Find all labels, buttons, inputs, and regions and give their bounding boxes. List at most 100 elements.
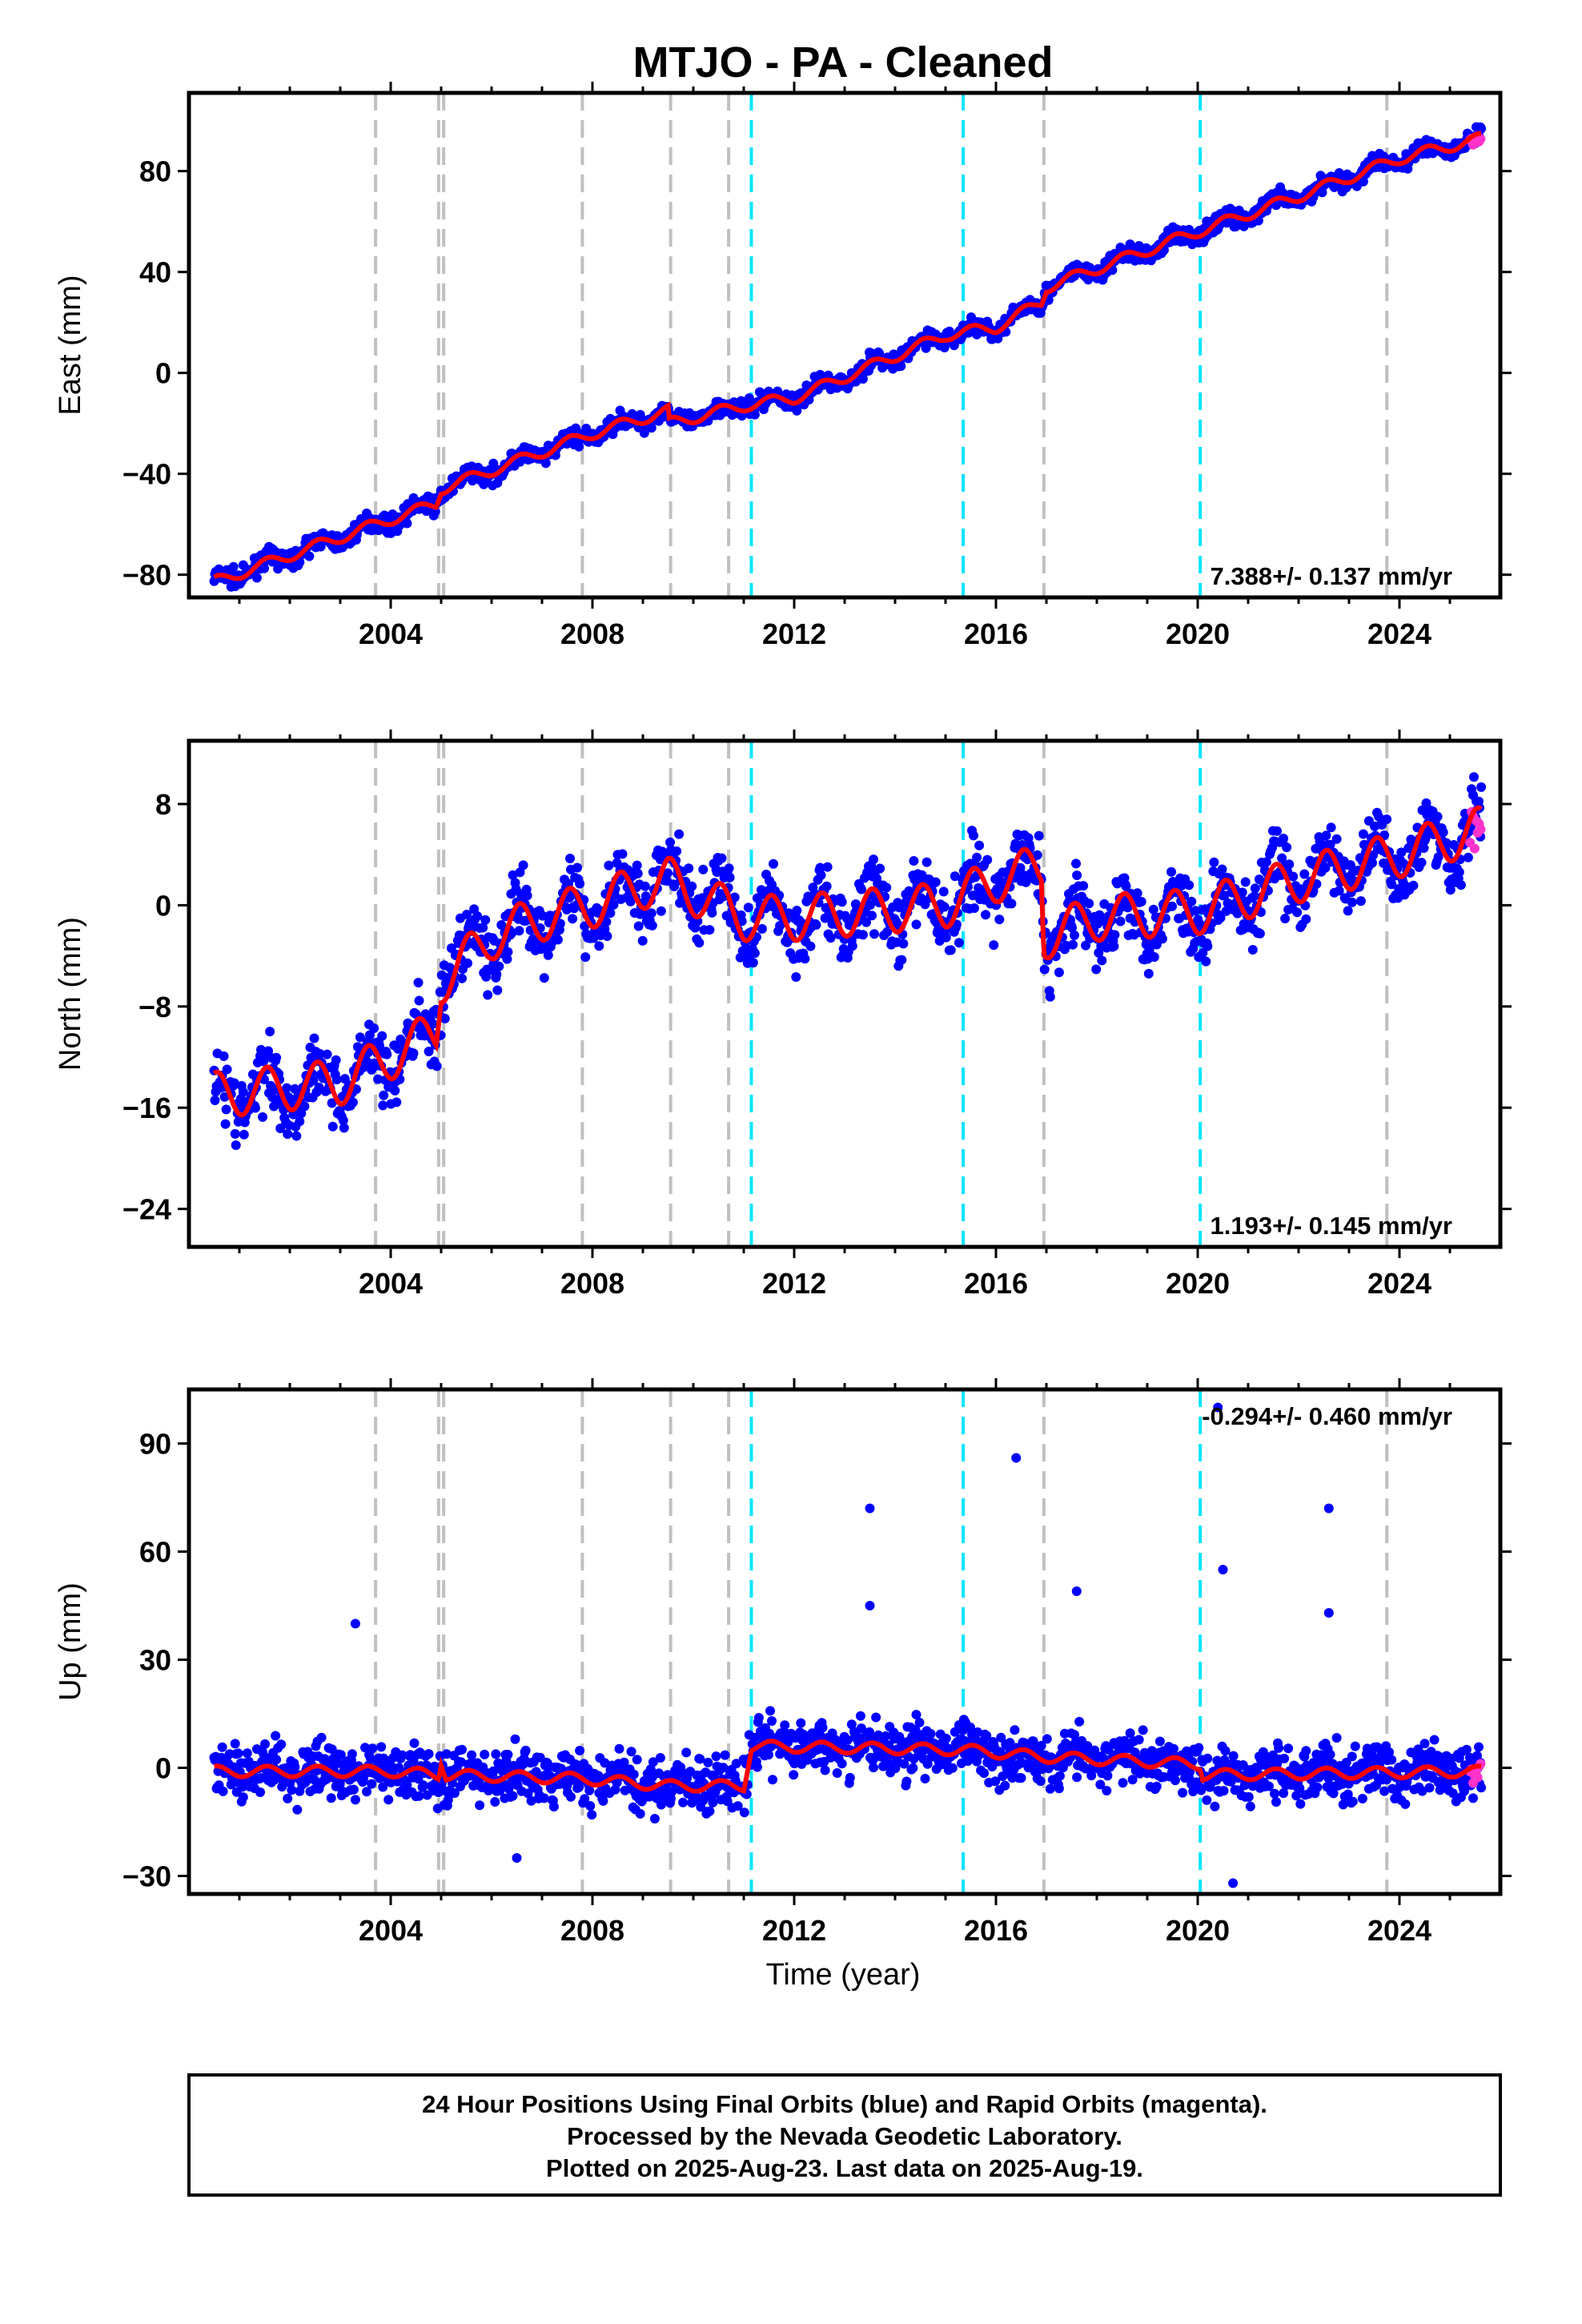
final-orbit-point xyxy=(973,1727,983,1737)
final-orbit-point xyxy=(242,1748,252,1759)
final-orbit-point xyxy=(376,1742,387,1752)
final-orbit-point xyxy=(308,1076,319,1086)
final-orbit-point xyxy=(462,910,472,919)
final-orbit-point xyxy=(769,858,778,869)
final-orbit-point xyxy=(228,561,239,572)
panel-north: 2004 2008 2012 2016 2020 2024−24−16−808North … xyxy=(54,730,1512,1300)
x-tick-label: 2012 xyxy=(762,1267,826,1300)
final-orbit-point xyxy=(1210,1801,1220,1811)
final-orbit-point xyxy=(1419,843,1429,853)
final-orbit-point xyxy=(210,1096,220,1105)
final-orbit-points xyxy=(209,772,1487,1150)
final-orbit-point xyxy=(958,1725,968,1735)
final-orbit-point xyxy=(492,985,503,995)
final-orbit-point xyxy=(379,1090,389,1100)
final-orbit-point xyxy=(475,1800,485,1811)
outlier-point xyxy=(865,1601,875,1610)
final-orbit-point xyxy=(628,1769,639,1779)
final-orbit-point xyxy=(515,867,525,878)
final-orbit-point xyxy=(260,1739,270,1749)
final-orbit-point xyxy=(1240,877,1251,887)
final-orbit-point xyxy=(1010,1725,1020,1735)
final-orbit-point xyxy=(614,1743,624,1754)
y-tick-label: 80 xyxy=(139,155,171,188)
final-orbit-point xyxy=(1429,1735,1439,1745)
final-orbit-point xyxy=(911,1710,921,1720)
final-orbit-point xyxy=(1127,1775,1138,1785)
final-orbit-point xyxy=(678,1797,689,1807)
final-orbit-point xyxy=(749,948,760,959)
final-orbit-point xyxy=(837,897,847,907)
final-orbit-point xyxy=(1358,176,1368,187)
final-orbit-point xyxy=(871,1712,881,1723)
final-orbit-point xyxy=(1311,843,1321,854)
outlier-point xyxy=(1323,1503,1334,1514)
final-orbit-point xyxy=(1476,1783,1487,1793)
final-orbit-point xyxy=(1102,1771,1113,1781)
final-orbit-point xyxy=(258,1112,267,1122)
final-orbit-point xyxy=(842,1735,853,1745)
outlier-point xyxy=(1228,1878,1239,1888)
final-orbit-point xyxy=(390,1085,400,1096)
final-orbit-point xyxy=(1469,772,1479,782)
final-orbit-point xyxy=(646,908,656,919)
final-orbit-point xyxy=(543,950,553,960)
final-orbit-point xyxy=(1006,899,1017,909)
final-orbit-point xyxy=(604,860,614,870)
final-orbit-point xyxy=(1456,880,1466,891)
final-orbit-point xyxy=(523,1788,533,1799)
final-orbit-point xyxy=(861,917,871,927)
final-orbit-point xyxy=(1035,1776,1046,1787)
final-orbit-point xyxy=(1167,901,1177,911)
final-orbit-point xyxy=(1433,852,1443,862)
final-orbit-point xyxy=(335,1750,346,1760)
final-orbit-point xyxy=(857,374,868,384)
final-orbit-point xyxy=(539,973,549,983)
final-orbit-point xyxy=(1461,1744,1472,1755)
final-orbit-point xyxy=(1086,1771,1097,1781)
x-tick-label: 2008 xyxy=(560,617,624,650)
final-orbit-point xyxy=(920,1774,930,1783)
final-orbit-point xyxy=(1396,847,1407,858)
final-orbit-point xyxy=(414,1791,424,1801)
final-orbit-point xyxy=(896,361,906,372)
final-orbit-point xyxy=(1045,991,1055,1002)
final-orbit-point xyxy=(1350,1741,1360,1751)
final-orbit-point xyxy=(617,849,628,859)
final-orbit-point xyxy=(1417,1786,1427,1796)
final-orbit-point xyxy=(1338,1799,1348,1810)
final-orbit-point xyxy=(565,854,575,863)
final-orbit-point xyxy=(413,978,424,987)
y-tick-label: −8 xyxy=(139,991,171,1023)
final-orbit-point xyxy=(753,1713,764,1723)
final-orbit-point xyxy=(698,864,709,875)
velocity-label: 1.193+/- 0.145 mm/yr xyxy=(1211,1212,1452,1240)
final-orbit-point xyxy=(574,441,584,452)
final-orbit-point xyxy=(1280,914,1291,923)
final-orbit-point xyxy=(1279,834,1289,843)
final-orbit-point xyxy=(1387,1783,1398,1794)
final-orbit-point xyxy=(817,1723,828,1733)
final-orbit-point xyxy=(649,1814,660,1823)
final-orbit-point xyxy=(1000,1780,1010,1791)
final-orbit-point xyxy=(909,856,919,866)
final-orbit-point xyxy=(1476,123,1487,134)
final-orbit-point xyxy=(1432,811,1443,822)
final-orbit-point xyxy=(1125,1728,1135,1739)
final-orbit-point xyxy=(1071,858,1081,869)
final-orbit-point xyxy=(526,1795,536,1806)
final-orbit-point xyxy=(1279,1753,1290,1763)
final-orbit-point xyxy=(1148,904,1158,915)
final-orbit-point xyxy=(378,1782,388,1792)
final-orbit-point xyxy=(1441,838,1452,848)
final-orbit-point xyxy=(908,1763,918,1773)
final-orbit-point xyxy=(974,840,985,850)
final-orbit-point xyxy=(239,1129,249,1140)
final-orbit-point xyxy=(1400,1799,1411,1809)
final-orbit-point xyxy=(914,1718,925,1727)
x-tick-label: 2016 xyxy=(964,1267,1028,1300)
final-orbit-point xyxy=(229,1078,239,1088)
final-orbit-point xyxy=(1042,1734,1052,1744)
